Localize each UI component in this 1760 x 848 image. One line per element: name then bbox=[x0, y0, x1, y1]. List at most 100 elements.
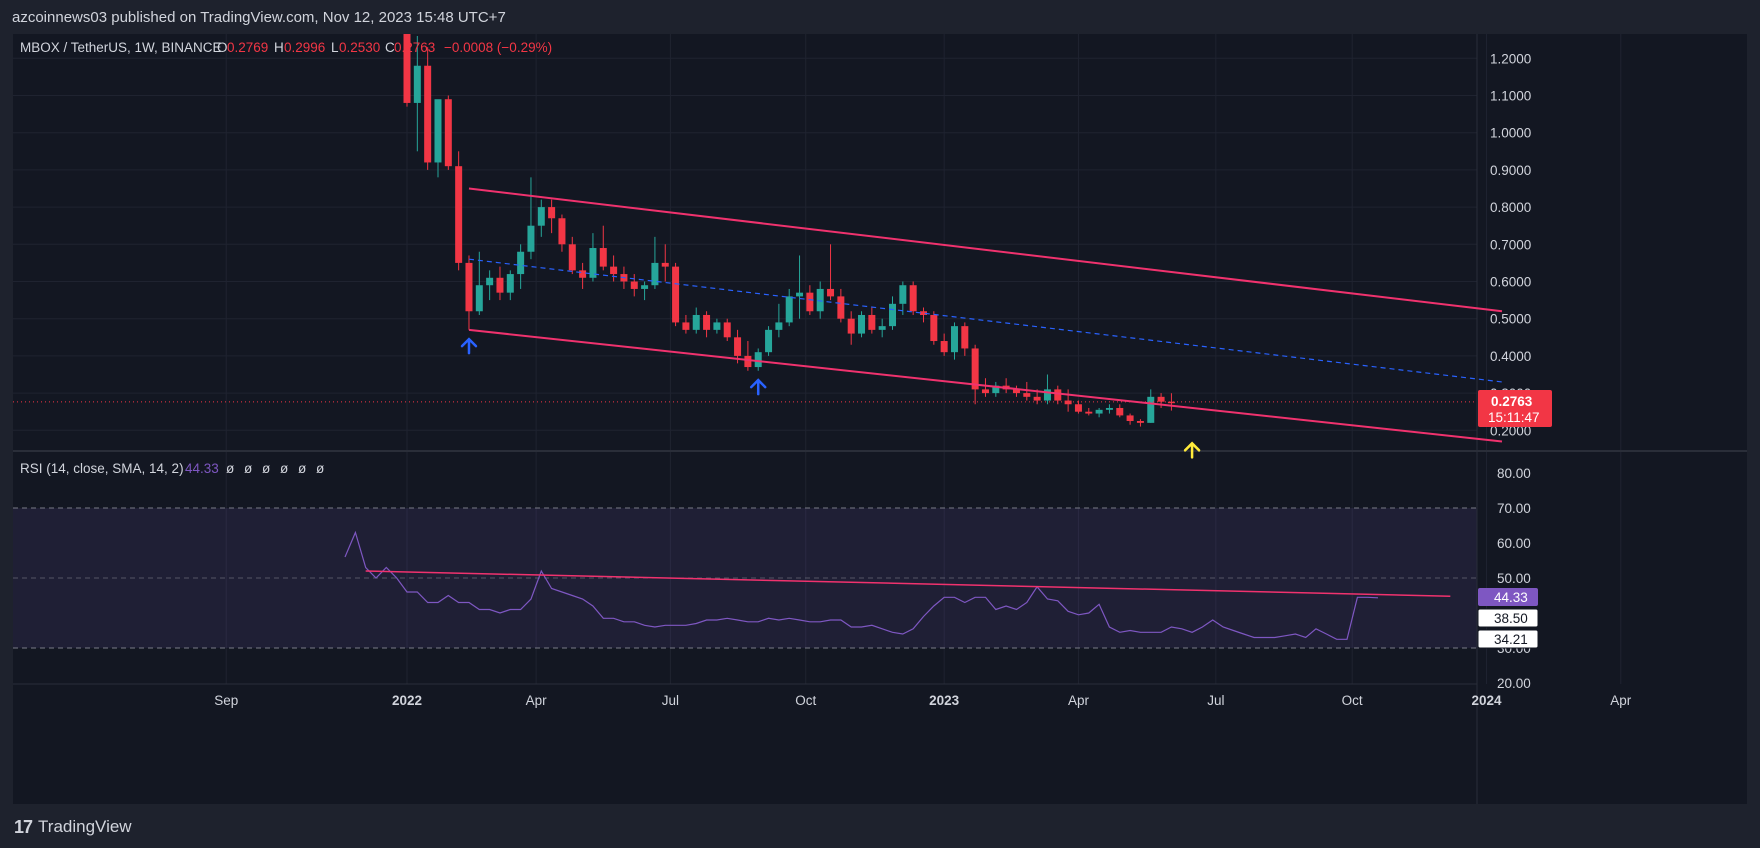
candle-body bbox=[878, 326, 886, 330]
candle-body bbox=[1105, 407, 1113, 410]
candle-body bbox=[1147, 396, 1155, 423]
candle-body bbox=[785, 296, 793, 323]
rsi-badge-2-bg bbox=[1477, 608, 1539, 628]
candle-body bbox=[992, 385, 1000, 394]
candle-body bbox=[424, 65, 432, 163]
candle-body bbox=[1085, 411, 1093, 414]
candle-body bbox=[1126, 415, 1134, 421]
candle-body bbox=[1054, 389, 1062, 401]
price-tick-label: 0.9000 bbox=[1490, 163, 1531, 178]
price-chart[interactable]: 0.20000.30000.40000.50000.60000.70000.80… bbox=[13, 34, 1760, 804]
rsi-legend-label[interactable]: RSI (14, close, SMA, 14, 2) bbox=[20, 461, 184, 476]
candle-body bbox=[589, 248, 597, 278]
price-tick-label: 0.6000 bbox=[1490, 275, 1531, 290]
drawings-group bbox=[13, 187, 1503, 459]
candle-body bbox=[1074, 404, 1082, 412]
chart-frame[interactable]: 0.20000.30000.40000.50000.60000.70000.80… bbox=[13, 34, 1760, 804]
tradingview-logo-icon: 17 bbox=[14, 816, 33, 837]
rsi-group bbox=[344, 530, 1451, 640]
candle-body bbox=[775, 322, 783, 330]
candle-body bbox=[455, 166, 463, 263]
candle-body bbox=[630, 281, 638, 289]
candle-body bbox=[1095, 409, 1103, 414]
candle-body bbox=[579, 270, 587, 278]
candle-body bbox=[703, 314, 711, 330]
time-tick-label: Oct bbox=[1342, 693, 1363, 708]
candle-body bbox=[1167, 401, 1175, 404]
time-axis[interactable]: Sep2022AprJulOct2023AprJulOct2024AprJulO… bbox=[214, 693, 1760, 708]
price-badge-countdown: 15:11:47 bbox=[1488, 410, 1540, 425]
price-axis[interactable]: 0.20000.30000.40000.50000.60000.70000.80… bbox=[1490, 51, 1531, 438]
candle-body bbox=[641, 285, 649, 289]
legend-symbol[interactable]: MBOX / TetherUS, 1W, BINANCE bbox=[20, 40, 222, 55]
price-tick-label: 1.1000 bbox=[1490, 89, 1531, 104]
price-tick-label: 0.8000 bbox=[1490, 200, 1531, 215]
time-tick-label: Jul bbox=[1207, 693, 1224, 708]
time-tick-label: Apr bbox=[526, 693, 548, 708]
up-arrow-icon bbox=[460, 337, 478, 355]
candle-body bbox=[940, 341, 948, 353]
candle-body bbox=[444, 99, 452, 167]
candle-body bbox=[961, 326, 969, 349]
time-tick-label: Apr bbox=[1068, 693, 1090, 708]
candle-body bbox=[496, 277, 504, 293]
time-tick-label: Apr bbox=[1610, 693, 1632, 708]
candle-body bbox=[558, 218, 566, 245]
legend-low-value: 0.2530 bbox=[339, 40, 380, 55]
rsi-badge-value: 44.33 bbox=[1494, 590, 1528, 605]
candle-body bbox=[889, 303, 897, 327]
rsi-badge-2-value: 38.50 bbox=[1494, 611, 1528, 626]
candle-body bbox=[1116, 407, 1124, 416]
candle-body bbox=[723, 322, 731, 338]
candle-body bbox=[661, 262, 669, 267]
candle-body bbox=[537, 207, 545, 226]
legend-open-label: O bbox=[217, 40, 228, 55]
candle-body bbox=[909, 285, 917, 312]
up-arrow-icon bbox=[1183, 441, 1201, 459]
candle-body bbox=[1033, 396, 1041, 401]
time-tick-label: 2023 bbox=[929, 693, 960, 708]
legend-close-value: 0.2763 bbox=[394, 40, 435, 55]
publisher-text: azcoinnews03 published on TradingView.co… bbox=[12, 9, 506, 26]
candle-body bbox=[413, 65, 421, 103]
candle-body bbox=[920, 311, 927, 315]
rsi-badges: 44.33 38.50 34.21 bbox=[1477, 588, 1539, 649]
candles-group bbox=[403, 34, 1175, 427]
candle-body bbox=[548, 207, 556, 219]
candle-body bbox=[827, 288, 835, 297]
candle-body bbox=[1043, 389, 1051, 401]
price-badge-value: 0.2763 bbox=[1491, 394, 1533, 409]
candle-body bbox=[754, 352, 762, 368]
candle-body bbox=[527, 225, 535, 252]
price-tick-label: 0.7000 bbox=[1490, 237, 1531, 252]
rsi-badge-3-bg bbox=[1477, 629, 1539, 649]
candle-body bbox=[1012, 389, 1020, 394]
legend-high-label: H bbox=[274, 40, 284, 55]
legend-low-label: L bbox=[331, 40, 339, 55]
candle-body bbox=[1136, 421, 1144, 423]
candle-body bbox=[765, 329, 773, 353]
candle-body bbox=[837, 296, 845, 319]
rsi-legend-extras: ø ø ø ø ø ø bbox=[226, 461, 327, 476]
candle-body bbox=[486, 277, 494, 286]
price-badge-bg bbox=[1478, 390, 1552, 427]
ohlc-legend: O 0.2769 H 0.2996 L 0.2530 C 0.2763 −0.0… bbox=[217, 40, 552, 55]
legend-open-value: 0.2769 bbox=[227, 40, 268, 55]
candle-body bbox=[950, 326, 958, 353]
up-arrow-icon bbox=[749, 378, 767, 396]
time-tick-label: Sep bbox=[214, 693, 238, 708]
footer[interactable]: 17 TradingView bbox=[14, 812, 132, 842]
candle-body bbox=[816, 288, 824, 312]
candle-body bbox=[981, 389, 989, 394]
tradingview-brand: TradingView bbox=[38, 817, 132, 836]
candle-body bbox=[475, 285, 483, 312]
candle-body bbox=[692, 314, 700, 330]
candle-body bbox=[1064, 400, 1072, 405]
candle-body bbox=[847, 318, 855, 334]
channel-upper-line bbox=[468, 187, 1503, 313]
price-tick-label: 0.4000 bbox=[1490, 349, 1531, 364]
legend-change: −0.0008 (−0.29%) bbox=[444, 40, 552, 55]
rsi-tick-label: 20.00 bbox=[1497, 676, 1531, 691]
rsi-trendline bbox=[365, 570, 1451, 597]
